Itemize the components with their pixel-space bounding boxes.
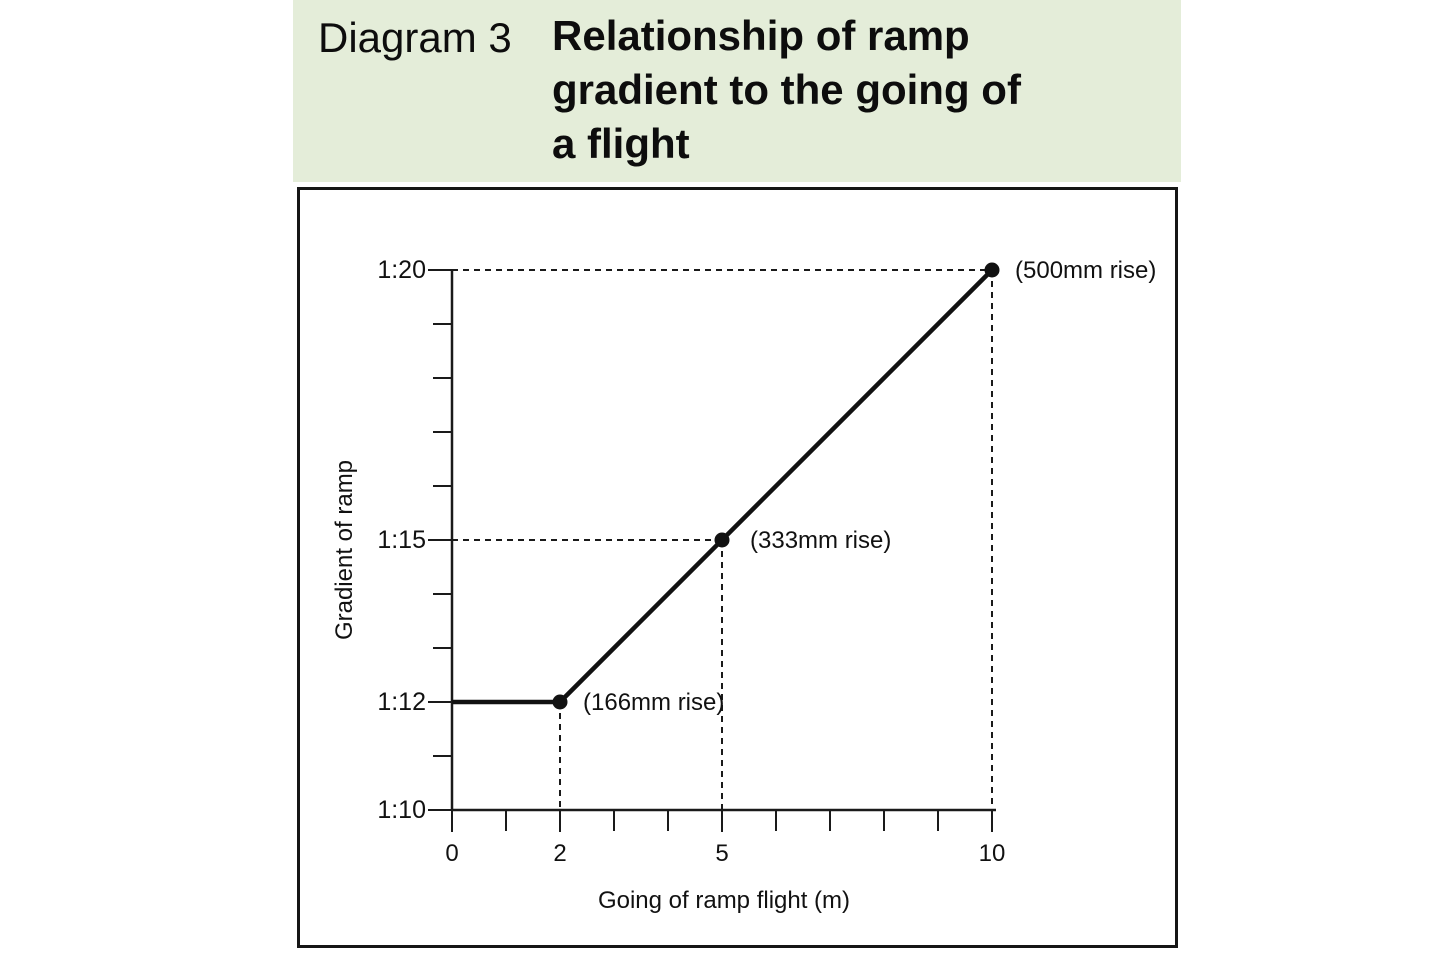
diagram-title-line-1: Relationship of ramp bbox=[552, 12, 970, 59]
annotation-166mm-rise: (166mm rise) bbox=[583, 689, 725, 716]
diagram-title-line-3: a flight bbox=[552, 120, 690, 167]
x-tick-label-2: 2 bbox=[553, 840, 567, 867]
chart-canvas bbox=[428, 262, 1000, 832]
y-tick-label-1-20: 1:20 bbox=[377, 256, 426, 284]
diagram-header: Diagram 3 Relationship of ramp gradient … bbox=[293, 0, 1181, 182]
x-tick-label-10: 10 bbox=[978, 840, 1006, 867]
data-point-10m-1-20 bbox=[984, 262, 1000, 278]
diagram-number-label: Diagram 3 bbox=[318, 14, 512, 61]
annotation-333mm-rise: (333mm rise) bbox=[750, 527, 892, 554]
x-axis-ticks bbox=[451, 810, 993, 832]
x-tick-label-0: 0 bbox=[445, 840, 459, 867]
ramp-gradient-line bbox=[452, 268, 994, 705]
annotation-500mm-rise: (500mm rise) bbox=[1015, 257, 1157, 284]
diagram-title: Relationship of ramp gradient to the goi… bbox=[552, 9, 1021, 171]
diagram-title-line-2: gradient to the going of bbox=[552, 66, 1021, 113]
data-point-2m-1-12 bbox=[552, 694, 568, 710]
y-tick-label-1-10: 1:10 bbox=[377, 796, 426, 824]
x-axis-title: Going of ramp flight (m) bbox=[597, 887, 851, 914]
y-axis-ticks bbox=[428, 269, 452, 811]
y-tick-label-1-15: 1:15 bbox=[377, 526, 426, 554]
x-tick-label-5: 5 bbox=[715, 840, 729, 867]
y-axis-title: Gradient of ramp bbox=[331, 459, 358, 641]
y-tick-label-1-12: 1:12 bbox=[377, 688, 426, 716]
data-point-5m-1-15 bbox=[714, 532, 730, 548]
chart-panel: 1:20 1:15 1:12 1:10 0 2 5 10 (166mm rise… bbox=[297, 187, 1178, 948]
